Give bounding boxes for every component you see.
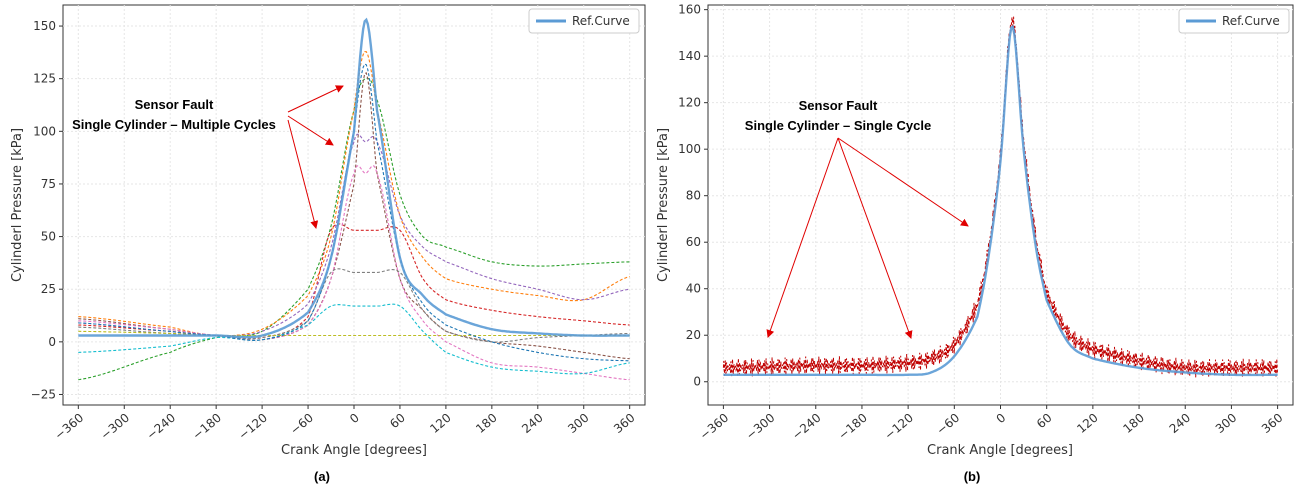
caption-b: (b) xyxy=(964,469,981,484)
ytick-label-b-3: 60 xyxy=(686,235,701,249)
caption-a: (a) xyxy=(314,469,330,484)
annotation-a-arrows xyxy=(287,85,344,229)
annotation-a-line2: Single Cylinder – Multiple Cycles xyxy=(72,117,276,132)
xlabel-b: Crank Angle [degrees] xyxy=(927,443,1073,458)
ylabel-a: Cylinderl Pressure [kPa] xyxy=(10,128,25,282)
legend-b: Ref.Curve xyxy=(1178,8,1290,34)
ytick-label-a-1: 0 xyxy=(48,335,56,349)
legend-label-a: Ref.Curve xyxy=(572,14,630,28)
ytick-label-b-2: 40 xyxy=(686,282,701,296)
ytick-label-a-0: −25 xyxy=(31,387,56,401)
ylabel-b: Cylinderl Pressure [kPa] xyxy=(656,128,671,282)
ytick-label-a-3: 50 xyxy=(41,230,56,244)
ytick-label-b-6: 120 xyxy=(678,96,701,110)
annotation-b-line2: Single Cylinder – Single Cycle xyxy=(745,118,931,133)
chart-a: −360 −300 −240 −180 −120 −60 0 60 120 180 240 300 36… xyxy=(10,4,646,484)
xtick-label-b-1: −300 xyxy=(743,411,777,443)
series-line-b-1 xyxy=(722,16,1279,378)
xtick-label-b-3: −180 xyxy=(836,411,870,443)
series-line-a-1 xyxy=(78,77,630,381)
ytick-label-b-7: 140 xyxy=(678,49,701,63)
ytick-label-a-4: 75 xyxy=(41,177,56,191)
annotation-a-line1: Sensor Fault xyxy=(135,97,214,112)
xtick-label-a-0: −360 xyxy=(52,411,86,443)
series-line-b-0 xyxy=(723,24,1278,377)
annotation-b-line1: Sensor Fault xyxy=(799,98,878,113)
ytick-label-a-2: 25 xyxy=(41,282,56,296)
xtick-label-a-9: 180 xyxy=(473,411,500,436)
ytick-label-a-5: 100 xyxy=(33,124,56,138)
xtick-label-a-8: 120 xyxy=(427,411,454,436)
xtick-label-a-2: −240 xyxy=(144,411,178,443)
series-line-a-2 xyxy=(78,51,630,337)
xtick-label-a-1: −300 xyxy=(98,411,132,443)
xtick-label-a-5: −60 xyxy=(288,411,316,438)
xtick-label-b-12: 360 xyxy=(1259,411,1286,436)
xtick-label-a-6: 0 xyxy=(347,411,362,427)
ytick-label-b-5: 100 xyxy=(678,142,701,156)
ytick-label-a-7: 150 xyxy=(33,19,56,33)
ytick-label-b-0: 0 xyxy=(693,375,701,389)
xtick-label-b-2: −240 xyxy=(789,411,823,443)
series-a xyxy=(78,17,630,381)
xtick-label-a-10: 240 xyxy=(519,411,546,436)
ytick-label-b-8: 160 xyxy=(678,3,701,17)
series-line-a-7 xyxy=(78,303,630,375)
annotation-b-arrows xyxy=(766,137,969,339)
xtick-label-b-7: 60 xyxy=(1034,411,1055,432)
series-line-a-9 xyxy=(78,330,630,337)
series-line-a-6 xyxy=(78,165,630,381)
legend-label-b: Ref.Curve xyxy=(1222,14,1280,28)
xtick-label-b-0: −360 xyxy=(697,411,731,443)
xlabel-a: Crank Angle [degrees] xyxy=(281,443,427,458)
xtick-label-b-11: 300 xyxy=(1213,411,1240,436)
series-b xyxy=(722,16,1279,378)
xtick-label-a-7: 60 xyxy=(387,411,408,432)
series-line-a-0 xyxy=(78,17,630,339)
xtick-label-b-8: 120 xyxy=(1074,411,1101,436)
xtick-label-a-3: −180 xyxy=(190,411,224,443)
xtick-label-b-9: 180 xyxy=(1120,411,1147,436)
xtick-label-b-10: 240 xyxy=(1167,411,1194,436)
legend-a: Ref.Curve xyxy=(528,8,640,34)
chart-b: −360 −300 −240 −180 −120 −60 0 60 120 180 240 300 36… xyxy=(656,3,1294,484)
xtick-label-b-5: −60 xyxy=(934,411,962,438)
ytick-label-a-6: 125 xyxy=(33,72,56,86)
xtick-label-b-6: 0 xyxy=(994,411,1009,427)
ytick-label-b-4: 80 xyxy=(686,189,701,203)
xtick-label-a-12: 360 xyxy=(611,411,638,436)
xtick-label-a-11: 300 xyxy=(565,411,592,436)
xtick-label-b-4: −120 xyxy=(882,411,916,443)
xtick-label-a-4: −120 xyxy=(236,411,270,443)
ytick-label-b-1: 20 xyxy=(686,328,701,342)
